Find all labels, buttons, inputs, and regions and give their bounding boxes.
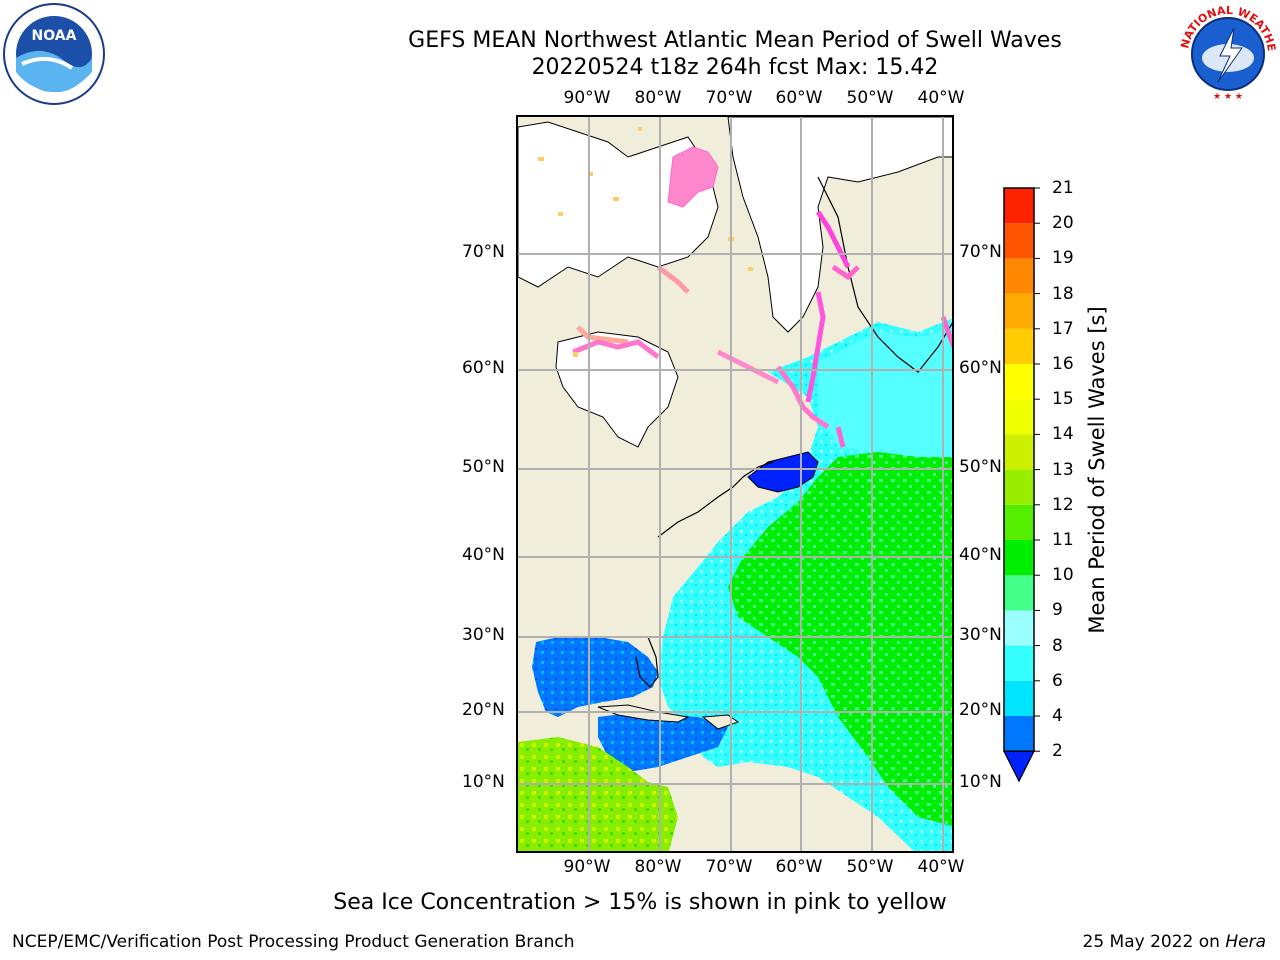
- lon-label-bottom: 60°W: [775, 857, 823, 877]
- lat-label-left: 30°N: [462, 625, 505, 645]
- lat-label-right: 20°N: [959, 700, 1002, 720]
- colorbar-segment: [1004, 434, 1034, 470]
- colorbar-tick-label: 11: [1052, 530, 1074, 550]
- lon-label-bottom: 80°W: [634, 857, 682, 877]
- lon-label-top: 80°W: [634, 88, 682, 108]
- lon-label-bottom: 40°W: [917, 857, 965, 877]
- colorbar-tick-label: 18: [1052, 283, 1074, 304]
- chart-subtitle: 20220524 t18z 264h fcst Max: 15.42: [531, 55, 939, 80]
- footer-date-text: 25 May 2022 on: [1082, 932, 1226, 952]
- colorbar-segment: [1004, 328, 1034, 364]
- colorbar-tick-label: 13: [1052, 459, 1074, 480]
- nws-logo: NATIONAL WEATHER SERVICE ★ ★ ★: [1176, 2, 1278, 104]
- coastline-cuba: [597, 704, 690, 723]
- lon-label-bottom: 50°W: [846, 857, 894, 877]
- graticule: [518, 117, 952, 851]
- lat-label-right: 30°N: [959, 625, 1002, 645]
- colorbar-tick-label: 10: [1052, 565, 1074, 586]
- colorbar-tick-label: 9: [1052, 600, 1063, 621]
- lon-label-top: 60°W: [775, 88, 823, 108]
- colorbar-tick-label: 20: [1052, 213, 1074, 234]
- colorbar-tick-label: 17: [1052, 318, 1074, 339]
- lat-label-left: 40°N: [462, 545, 505, 565]
- lat-label-left: 50°N: [462, 457, 505, 477]
- lat-label-left: 60°N: [462, 358, 505, 378]
- lon-label-bottom: 70°W: [705, 857, 753, 877]
- colorbar-segment: [1004, 610, 1034, 646]
- lat-label-right: 70°N: [959, 242, 1002, 262]
- sea-ice-edges: [572, 146, 952, 448]
- lat-label-right: 60°N: [959, 358, 1002, 378]
- coastline-florida: [635, 636, 659, 688]
- colorbar-segment: [1004, 645, 1034, 681]
- colorbar-segment: [1004, 258, 1034, 294]
- footer-date: 25 May 2022 on Hera: [1083, 932, 1267, 952]
- greenland: [727, 117, 952, 333]
- colorbar-title: Mean Period of Swell Waves [s]: [1085, 306, 1109, 634]
- colorbar-tick-label: 4: [1052, 706, 1063, 726]
- lat-label-left: 10°N: [462, 772, 505, 792]
- lon-label-bottom: 90°W: [563, 857, 611, 877]
- lat-label-left: 20°N: [462, 700, 505, 720]
- colorbar-segment: [1004, 540, 1034, 576]
- svg-text:★ ★ ★: ★ ★ ★: [1213, 92, 1243, 102]
- lat-label-right: 10°N: [959, 772, 1002, 792]
- svg-text:NOAA: NOAA: [32, 28, 77, 44]
- colorbar-tick-label: 19: [1052, 248, 1074, 269]
- lon-label-top: 90°W: [563, 88, 611, 108]
- lat-label-right: 40°N: [959, 545, 1002, 565]
- chart-title: GEFS MEAN Northwest Atlantic Mean Period…: [408, 28, 1062, 53]
- colorbar-tick-label: 12: [1052, 494, 1074, 515]
- footer-branch: NCEP/EMC/Verification Post Processing Pr…: [12, 932, 575, 952]
- colorbar-segment: [1004, 575, 1034, 611]
- south-america-land: [518, 737, 678, 851]
- footer-machine: Hera: [1225, 932, 1266, 952]
- colorbar-tick-label: 14: [1052, 424, 1074, 445]
- colorbar-tick-label: 15: [1052, 389, 1074, 410]
- lon-label-top: 50°W: [846, 88, 894, 108]
- colorbar-segment: [1004, 364, 1034, 400]
- gulf-of-mexico: [532, 637, 658, 717]
- colorbar-segment: [1004, 504, 1034, 540]
- map-panel[interactable]: [516, 115, 954, 853]
- colorbar: [1003, 187, 1040, 783]
- noaa-logo: NOAA: [3, 3, 105, 105]
- colorbar-segment: [1004, 223, 1034, 259]
- hudson-bay: [555, 331, 679, 448]
- coastline-hispaniola: [701, 714, 740, 730]
- colorbar-segment: [1004, 680, 1034, 716]
- caribbean-sea: [598, 712, 728, 772]
- lon-label-top: 70°W: [705, 88, 753, 108]
- colorbar-tick-label: 2: [1052, 741, 1063, 762]
- wave-period-map: [518, 117, 952, 851]
- colorbar-segment: [1004, 469, 1034, 505]
- sea-ice-caption: Sea Ice Concentration > 15% is shown in …: [333, 890, 947, 915]
- colorbar-tick-label: 6: [1052, 670, 1063, 691]
- colorbar-segment: [1004, 293, 1034, 329]
- arctic-archipelago: [518, 121, 719, 288]
- colorbar-tick-label: 21: [1052, 178, 1074, 198]
- colorbar-tick-label: 8: [1052, 635, 1063, 656]
- colorbar-segment: [1004, 716, 1034, 752]
- colorbar-extend-triangle: [1003, 750, 1035, 783]
- colorbar-tick-label: 16: [1052, 354, 1074, 374]
- greenland-east-coast: [817, 176, 952, 373]
- labrador-sea: [818, 320, 952, 457]
- lat-label-right: 50°N: [959, 457, 1002, 477]
- colorbar-segment: [1004, 188, 1034, 224]
- colorbar-segment: [1004, 399, 1034, 435]
- lon-label-top: 40°W: [917, 88, 965, 108]
- lat-label-left: 70°N: [462, 242, 505, 262]
